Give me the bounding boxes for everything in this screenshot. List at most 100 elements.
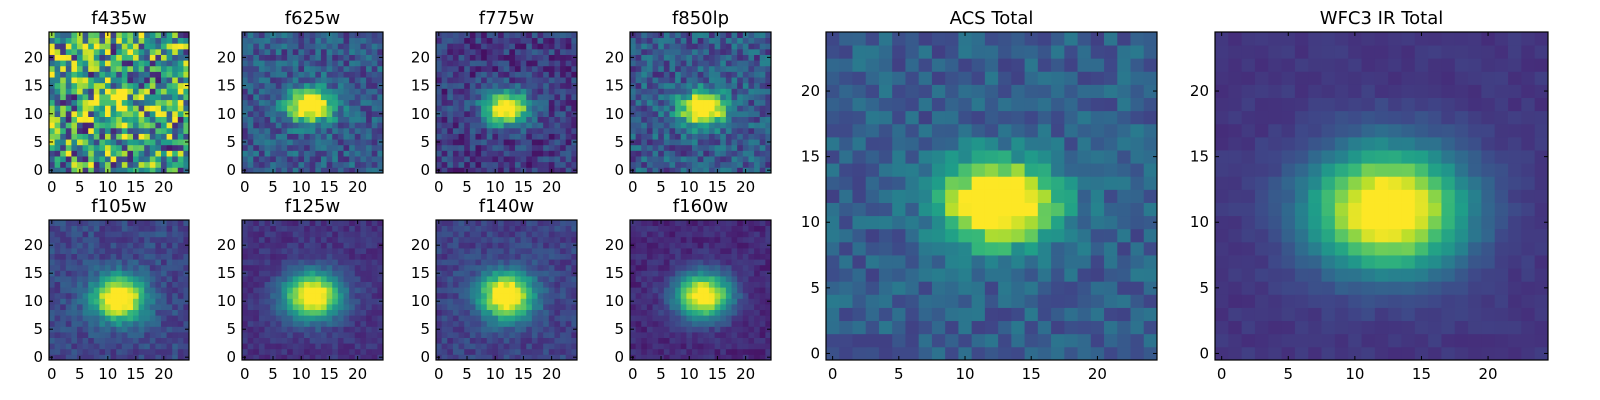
heatmap-cell (155, 225, 162, 232)
heatmap-cell (675, 354, 682, 361)
heatmap-cell (469, 116, 476, 123)
heatmap-cell (708, 43, 715, 50)
heatmap-cell (253, 37, 260, 44)
heatmap-cell (742, 150, 749, 157)
heatmap-cell (754, 156, 761, 163)
heatmap-cell (441, 48, 448, 55)
heatmap-cell (121, 77, 128, 84)
heatmap-cell (298, 37, 305, 44)
heatmap-cell (526, 320, 533, 327)
heatmap-cell (748, 337, 755, 344)
axes-frame (241, 31, 384, 174)
heatmap-cell (692, 43, 699, 50)
heatmap-cell (441, 231, 448, 238)
heatmap-cell (560, 292, 567, 299)
heatmap-cell (264, 82, 271, 89)
heatmap-cell (554, 309, 561, 316)
heatmap-cell (498, 298, 505, 305)
heatmap-cell (161, 54, 167, 61)
heatmap-cell (247, 65, 254, 72)
heatmap-cell (759, 161, 766, 168)
heatmap-cell (458, 32, 465, 39)
heatmap-cell (177, 150, 184, 157)
heatmap-cell (144, 77, 151, 84)
heatmap-cell (646, 94, 653, 101)
heatmap-cell (242, 116, 249, 123)
heatmap-cell (253, 82, 260, 89)
heatmap-cell (464, 161, 471, 168)
heatmap-cell (93, 276, 100, 282)
heatmap-cell (669, 270, 676, 277)
heatmap-cell (326, 320, 333, 327)
heatmap-cell (309, 110, 316, 117)
heatmap-cell (675, 99, 682, 106)
heatmap-cell (309, 281, 316, 288)
heatmap-cell (116, 354, 123, 361)
heatmap-cell (754, 122, 761, 129)
heatmap-cell (258, 348, 265, 355)
heatmap-cell (166, 37, 173, 44)
heatmap-cell (731, 71, 738, 78)
heatmap-cell (641, 88, 648, 95)
heatmap-cell (754, 276, 761, 282)
heatmap-cell (742, 82, 749, 89)
heatmap-cell (133, 156, 139, 163)
heatmap-cell (708, 326, 715, 333)
heatmap-cell (144, 298, 151, 305)
heatmap-cell (177, 105, 184, 112)
heatmap-cell (720, 60, 727, 67)
heatmap-cell (560, 94, 567, 101)
heatmap-cell (675, 276, 682, 282)
heatmap-cell (560, 231, 567, 238)
heatmap-cell (93, 167, 100, 174)
heatmap-cell (116, 320, 123, 327)
heatmap-cell (275, 309, 282, 316)
heatmap-cell (371, 54, 378, 61)
heatmap-cell (703, 37, 710, 44)
heatmap-cell (326, 161, 333, 168)
heatmap-cell (531, 82, 538, 89)
heatmap-cell (436, 99, 443, 106)
heatmap-cell (486, 287, 493, 294)
heatmap-cell (531, 144, 538, 151)
axes-frame (435, 31, 578, 174)
heatmap-cell (486, 65, 493, 72)
heatmap-cell (492, 99, 499, 106)
heatmap-cell (110, 354, 117, 361)
heatmap-cell (481, 220, 488, 226)
heatmap-cell (93, 88, 100, 95)
heatmap-cell (133, 37, 139, 44)
heatmap-cell (366, 343, 373, 350)
heatmap-cell (360, 48, 367, 55)
heatmap-cell (526, 122, 533, 129)
heatmap-cell (354, 71, 361, 78)
heatmap-cell (304, 348, 311, 355)
heatmap-cell (475, 144, 482, 151)
heatmap-cell (371, 320, 378, 327)
heatmap-cell (166, 236, 173, 243)
heatmap-cell (565, 167, 572, 174)
heatmap-cell (560, 304, 567, 310)
heatmap-cell (754, 304, 761, 310)
heatmap-cell (149, 348, 156, 355)
heatmap-cell (253, 139, 260, 146)
heatmap-cell (526, 332, 533, 338)
heatmap-cell (765, 133, 772, 140)
heatmap-cell (264, 105, 271, 112)
heatmap-cell (99, 48, 106, 55)
heatmap-cell (88, 315, 95, 322)
heatmap-cell (498, 71, 505, 78)
heatmap-cell (447, 48, 454, 55)
heatmap-cell (60, 139, 67, 146)
heatmap-cell (105, 281, 111, 288)
heatmap-cell (127, 60, 134, 67)
heatmap-cell (509, 156, 516, 163)
heatmap-cell (366, 37, 373, 44)
heatmap-cell (464, 71, 471, 78)
heatmap-cell (110, 133, 117, 140)
heatmap-cell (166, 326, 173, 333)
heatmap-cell (304, 276, 311, 282)
heatmap-cell (326, 231, 333, 238)
heatmap-cell (298, 77, 305, 84)
heatmap-cell (481, 264, 488, 271)
